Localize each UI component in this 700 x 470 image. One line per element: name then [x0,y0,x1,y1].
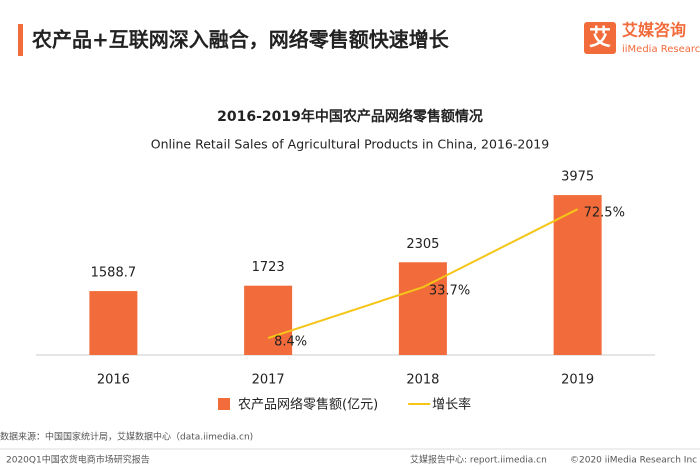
footer-site: 艾媒报告中心: report.iimedia.cn [410,454,547,466]
legend-label: 农产品网络零售额(亿元) [238,397,378,413]
bar-value-label: 2305 [406,237,439,252]
bar-value-label: 3975 [561,170,594,185]
bar [553,195,602,355]
bar-value-label: 1588.7 [91,266,137,281]
title-accent [18,24,23,56]
legend-label: 增长率 [432,397,471,413]
bar [89,291,138,355]
chart-subtitle: Online Retail Sales of Agricultural Prod… [151,137,549,152]
growth-line [267,208,579,340]
chart-title: 2016-2019年中国农产品网络零售额情况 [217,108,483,125]
footer-source: 数据来源：中国国家统计局，艾媒数据中心（data.iimedia.cn) [0,431,253,443]
x-tick-label: 2016 [97,373,130,388]
bar-value-label: 1723 [252,260,285,275]
logo-icon: 艾 [589,26,611,51]
x-tick-label: 2019 [561,373,594,388]
logo-cn: 艾媒咨询 [622,21,686,40]
line-value-label: 33.7% [429,284,470,299]
line-value-label: 8.4% [274,335,307,350]
legend-swatch [218,398,230,410]
line-value-label: 72.5% [584,206,625,221]
x-tick-label: 2018 [406,373,439,388]
page-title: 农产品+互联网深入融合，网络零售额快速增长 [31,28,450,52]
bar [398,262,447,355]
logo-en: iiMedia Research [622,44,700,55]
footer-report: 2020Q1中国农货电商市场研究报告 [6,454,150,466]
footer-copyright: ©2020 iiMedia Research Inc [570,456,697,466]
logo-icon-box [584,22,616,54]
bar [244,285,293,355]
x-tick-label: 2017 [252,373,285,388]
